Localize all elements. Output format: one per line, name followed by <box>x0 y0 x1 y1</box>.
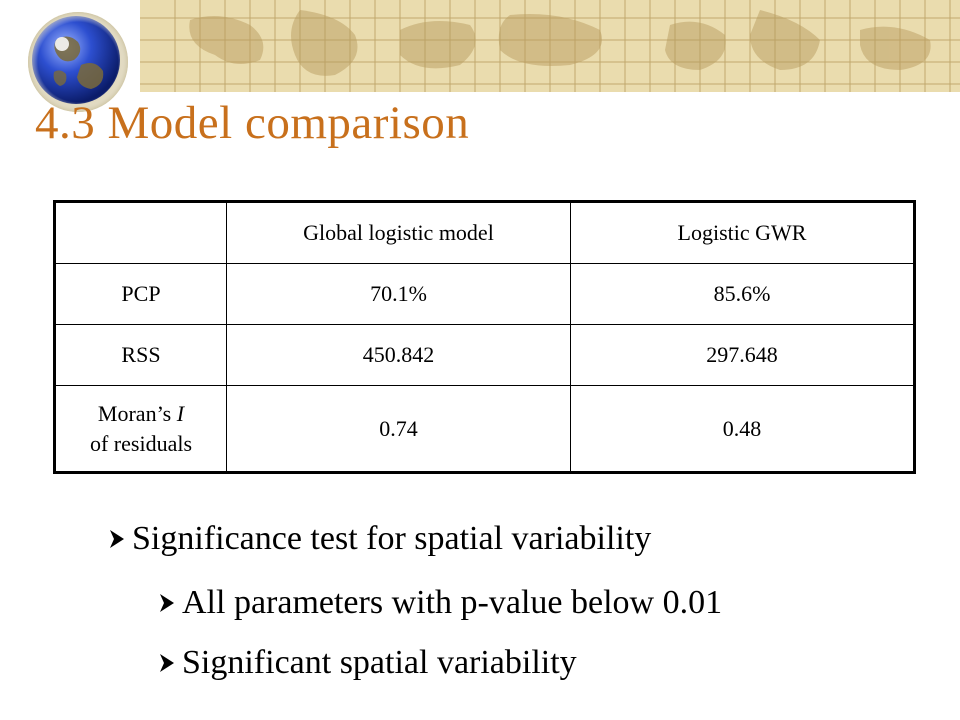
header-empty-cell <box>54 201 227 264</box>
header-logistic-gwr: Logistic GWR <box>570 201 915 264</box>
slide-title: 4.3 Model comparison <box>35 97 470 149</box>
row-label-italic-i: I <box>176 400 185 426</box>
table-row: PCP 70.1% 85.6% <box>54 263 915 325</box>
cell-morans-gwr: 0.48 <box>570 385 915 473</box>
row-label-morans-i: Moran’s I of residuals <box>54 385 227 473</box>
bullet-main: Significance test for spatial variabilit… <box>108 520 651 558</box>
row-label-prefix: Moran’s <box>97 400 177 426</box>
table-row: Moran’s I of residuals 0.74 0.48 <box>54 385 915 473</box>
cell-rss-gwr: 297.648 <box>570 324 915 386</box>
cell-morans-global: 0.74 <box>226 385 571 473</box>
table-header-row: Global logistic model Logistic GWR <box>54 201 915 264</box>
row-label-line1: Moran’s I <box>56 399 226 429</box>
world-map-banner <box>70 0 960 92</box>
bullet-main-text: Significance test for spatial variabilit… <box>132 520 652 557</box>
globe-icon <box>26 10 130 114</box>
row-label-pcp: PCP <box>54 263 227 325</box>
row-label-line2: of residuals <box>89 430 193 456</box>
cell-rss-global: 450.842 <box>226 324 571 386</box>
bullet-sub-1-text: All parameters with p-value below 0.01 <box>182 584 723 621</box>
bullet-arrow-icon <box>110 530 124 548</box>
header-global-logistic-model: Global logistic model <box>226 201 571 264</box>
cell-pcp-gwr: 85.6% <box>570 263 915 325</box>
bullet-sub-2: Significant spatial variability <box>158 644 577 682</box>
bullet-arrow-icon <box>160 594 174 612</box>
bullet-arrow-icon <box>160 654 174 672</box>
bullet-sub-2-text: Significant spatial variability <box>182 644 577 681</box>
bullet-sub-1: All parameters with p-value below 0.01 <box>158 584 722 622</box>
model-comparison-table: Global logistic model Logistic GWR PCP 7… <box>53 200 916 474</box>
table-row: RSS 450.842 297.648 <box>54 324 915 386</box>
header-banner <box>70 0 960 92</box>
row-label-rss: RSS <box>54 324 227 386</box>
cell-pcp-global: 70.1% <box>226 263 571 325</box>
